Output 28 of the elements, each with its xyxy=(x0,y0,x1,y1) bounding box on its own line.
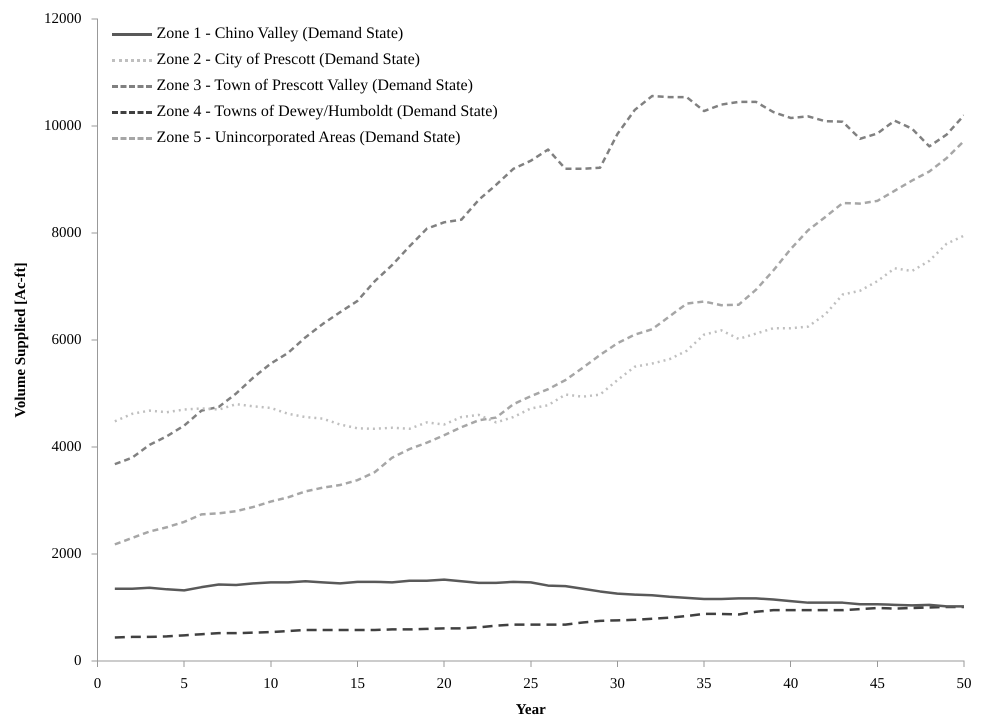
legend-label: Zone 2 - City of Prescott (Demand State) xyxy=(156,51,420,69)
x-tick-label: 45 xyxy=(870,676,885,692)
y-tick-label: 2000 xyxy=(52,546,82,562)
x-tick-label: 50 xyxy=(956,676,972,692)
y-tick-label: 10000 xyxy=(44,118,82,134)
legend-label: Zone 4 - Towns of Dewey/Humboldt (Demand State) xyxy=(156,103,498,121)
x-tick-label: 0 xyxy=(94,676,102,692)
y-tick-label: 4000 xyxy=(52,438,82,455)
y-tick-label: 6000 xyxy=(52,332,82,348)
y-tick-label: 12000 xyxy=(44,10,82,27)
legend-label: Zone 3 - Town of Prescott Valley (Demand State) xyxy=(156,77,473,95)
line-series xyxy=(114,94,964,466)
legend-label: Zone 5 - Unincorporated Areas (Demand State) xyxy=(156,129,460,147)
y-tick-label: 0 xyxy=(74,652,82,669)
line-series xyxy=(114,606,964,639)
x-tick-label: 40 xyxy=(783,676,798,692)
y-tick-label: 8000 xyxy=(52,224,82,241)
x-tick-label: 15 xyxy=(350,676,365,692)
y-axis-title: Volume Supplied [Ac-ft] xyxy=(12,262,29,418)
line-series xyxy=(114,234,964,430)
x-axis-title: Year xyxy=(516,702,546,718)
x-tick-label: 5 xyxy=(180,676,188,692)
legend-label: Zone 1 - Chino Valley (Demand State) xyxy=(156,25,404,43)
x-tick-label: 10 xyxy=(263,676,278,692)
x-tick-label: 35 xyxy=(696,676,712,692)
x-tick-label: 30 xyxy=(610,676,625,692)
x-tick-label: 25 xyxy=(523,676,538,692)
x-tick-label: 20 xyxy=(436,676,452,692)
